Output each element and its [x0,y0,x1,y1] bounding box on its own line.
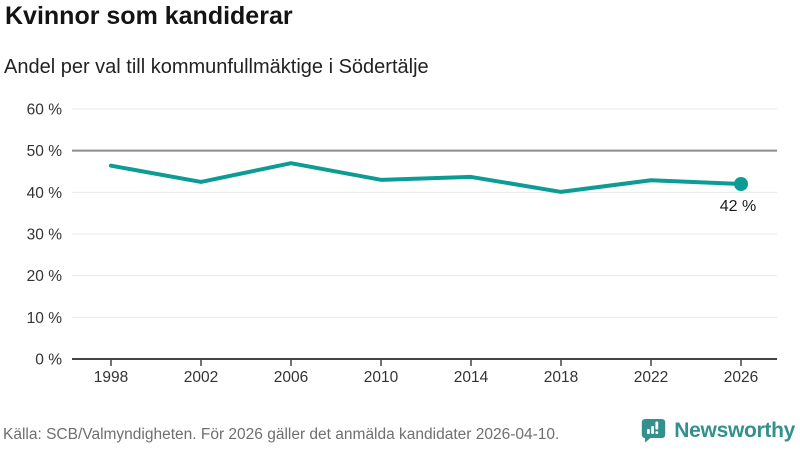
x-tick-label: 2010 [364,369,399,386]
x-tick-label: 2002 [184,369,218,386]
last-data-point [734,177,748,191]
y-tick-label: 40 % [27,185,63,202]
last-value-label: 42 % [720,198,756,215]
x-tick-label: 2022 [634,369,668,386]
data-line [109,161,743,194]
x-tick-label: 2006 [274,369,308,386]
x-tick-label: 2026 [724,369,758,386]
bar-short [647,429,651,434]
y-tick-label: 20 % [27,268,63,285]
y-tick-label: 30 % [27,227,63,244]
newsworthy-brand-name: Newsworthy [674,418,795,442]
x-tick-label: 2018 [544,369,578,386]
exclamation-bar [655,421,659,430]
y-tick-label: 50 % [27,143,63,160]
y-tick-label: 0 % [35,352,62,369]
exclamation-dot [655,431,659,434]
y-tick-label: 60 % [27,102,63,119]
chart-subtitle: Andel per val till kommunfullmäktige i S… [4,56,429,78]
x-tick-label: 1998 [94,369,128,386]
y-tick-label: 10 % [27,310,63,327]
newsworthy-logo: Newsworthy [640,417,795,444]
source-note: Källa: SCB/Valmyndigheten. För 2026 gäll… [3,426,560,443]
x-tick-label: 2014 [454,369,489,386]
bar-chart-speech-bubble-icon [642,419,666,443]
bar-tall [651,426,655,434]
page-title: Kvinnor som kandiderar [5,2,293,30]
